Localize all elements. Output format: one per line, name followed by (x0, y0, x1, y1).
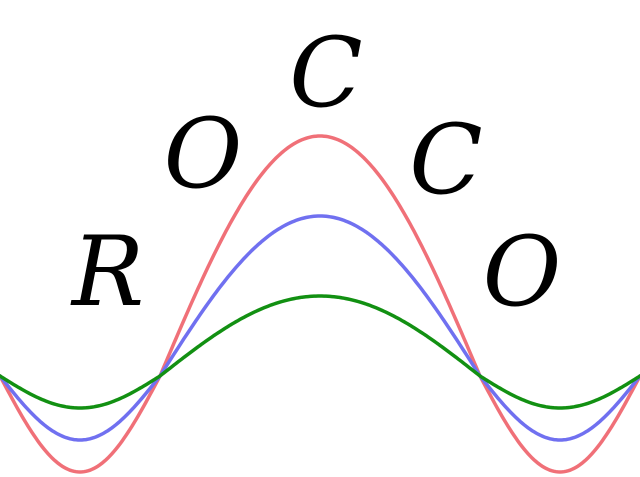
wave-curve-green (0, 294, 640, 410)
wave-curve-blue (0, 214, 640, 442)
wave-curves (0, 134, 640, 474)
logo-letter-o-first: O (164, 98, 243, 210)
logo-lettering: R O C C O (70, 17, 561, 328)
logo-letter-c-first: C (289, 17, 362, 129)
logo-letter-r: R (70, 216, 144, 328)
logo-letter-o-second: O (483, 216, 562, 328)
logo-letter-c-second: C (409, 104, 482, 216)
wave-curve-red (0, 134, 640, 474)
